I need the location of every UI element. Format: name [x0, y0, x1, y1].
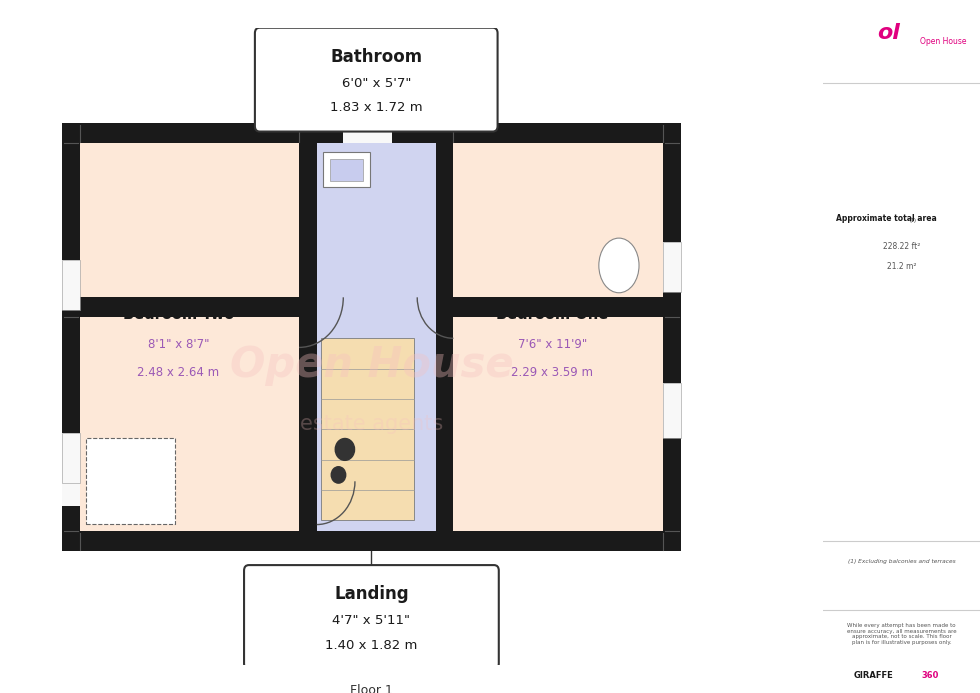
Text: Open House: Open House — [229, 344, 514, 386]
Circle shape — [335, 439, 355, 460]
Bar — [343, 123, 392, 143]
Text: While every attempt has been made to
ensure accuracy, all measurements are
appro: While every attempt has been made to ens… — [847, 623, 956, 645]
Bar — [62, 460, 79, 506]
FancyBboxPatch shape — [255, 28, 498, 132]
Bar — [317, 143, 436, 532]
Text: 2.48 x 2.64 m: 2.48 x 2.64 m — [137, 365, 220, 378]
Bar — [62, 260, 79, 310]
Text: Open House: Open House — [920, 37, 967, 46]
Text: Bathroom: Bathroom — [330, 48, 422, 66]
Text: 8'1" x 8'7": 8'1" x 8'7" — [148, 338, 210, 351]
Text: (1): (1) — [909, 218, 916, 223]
Bar — [299, 143, 317, 532]
Bar — [454, 297, 663, 317]
Bar — [663, 383, 681, 437]
Bar — [320, 338, 414, 520]
Bar — [62, 123, 681, 552]
Bar — [317, 317, 436, 532]
Text: 1.83 x 1.72 m: 1.83 x 1.72 m — [330, 101, 422, 114]
Text: Floor 1: Floor 1 — [350, 684, 393, 693]
Bar — [663, 242, 681, 292]
Bar — [663, 242, 681, 292]
Text: Bedroom One: Bedroom One — [496, 307, 609, 322]
Bar — [663, 383, 681, 437]
Text: 21.2 m²: 21.2 m² — [887, 263, 916, 271]
Text: 360: 360 — [921, 672, 939, 680]
Bar — [329, 159, 364, 181]
Text: GIRAFFE: GIRAFFE — [854, 672, 893, 680]
Bar — [62, 260, 79, 310]
Bar — [323, 152, 369, 187]
Text: estate agents: estate agents — [300, 414, 443, 434]
Text: 228.22 ft²: 228.22 ft² — [883, 242, 920, 250]
Text: 6'0" x 5'7": 6'0" x 5'7" — [342, 77, 411, 90]
Text: 4'7" x 5'11": 4'7" x 5'11" — [332, 614, 411, 627]
Bar — [62, 433, 79, 483]
Text: 1.40 x 1.82 m: 1.40 x 1.82 m — [325, 639, 417, 651]
Text: 7'6" x 11'9": 7'6" x 11'9" — [517, 338, 587, 351]
Text: 2.29 x 3.59 m: 2.29 x 3.59 m — [512, 365, 593, 378]
Text: ol: ol — [878, 24, 901, 43]
FancyBboxPatch shape — [244, 565, 499, 669]
Bar — [79, 143, 663, 532]
Text: Landing: Landing — [334, 585, 409, 603]
Bar — [62, 433, 79, 483]
Bar — [79, 297, 299, 317]
Text: (1) Excluding balconies and terraces: (1) Excluding balconies and terraces — [848, 559, 956, 564]
Text: Bedroom Two: Bedroom Two — [122, 307, 234, 322]
Bar — [436, 143, 454, 532]
Text: Approximate total area: Approximate total area — [836, 214, 937, 222]
Bar — [86, 437, 174, 524]
Circle shape — [331, 466, 346, 483]
Ellipse shape — [599, 238, 639, 292]
